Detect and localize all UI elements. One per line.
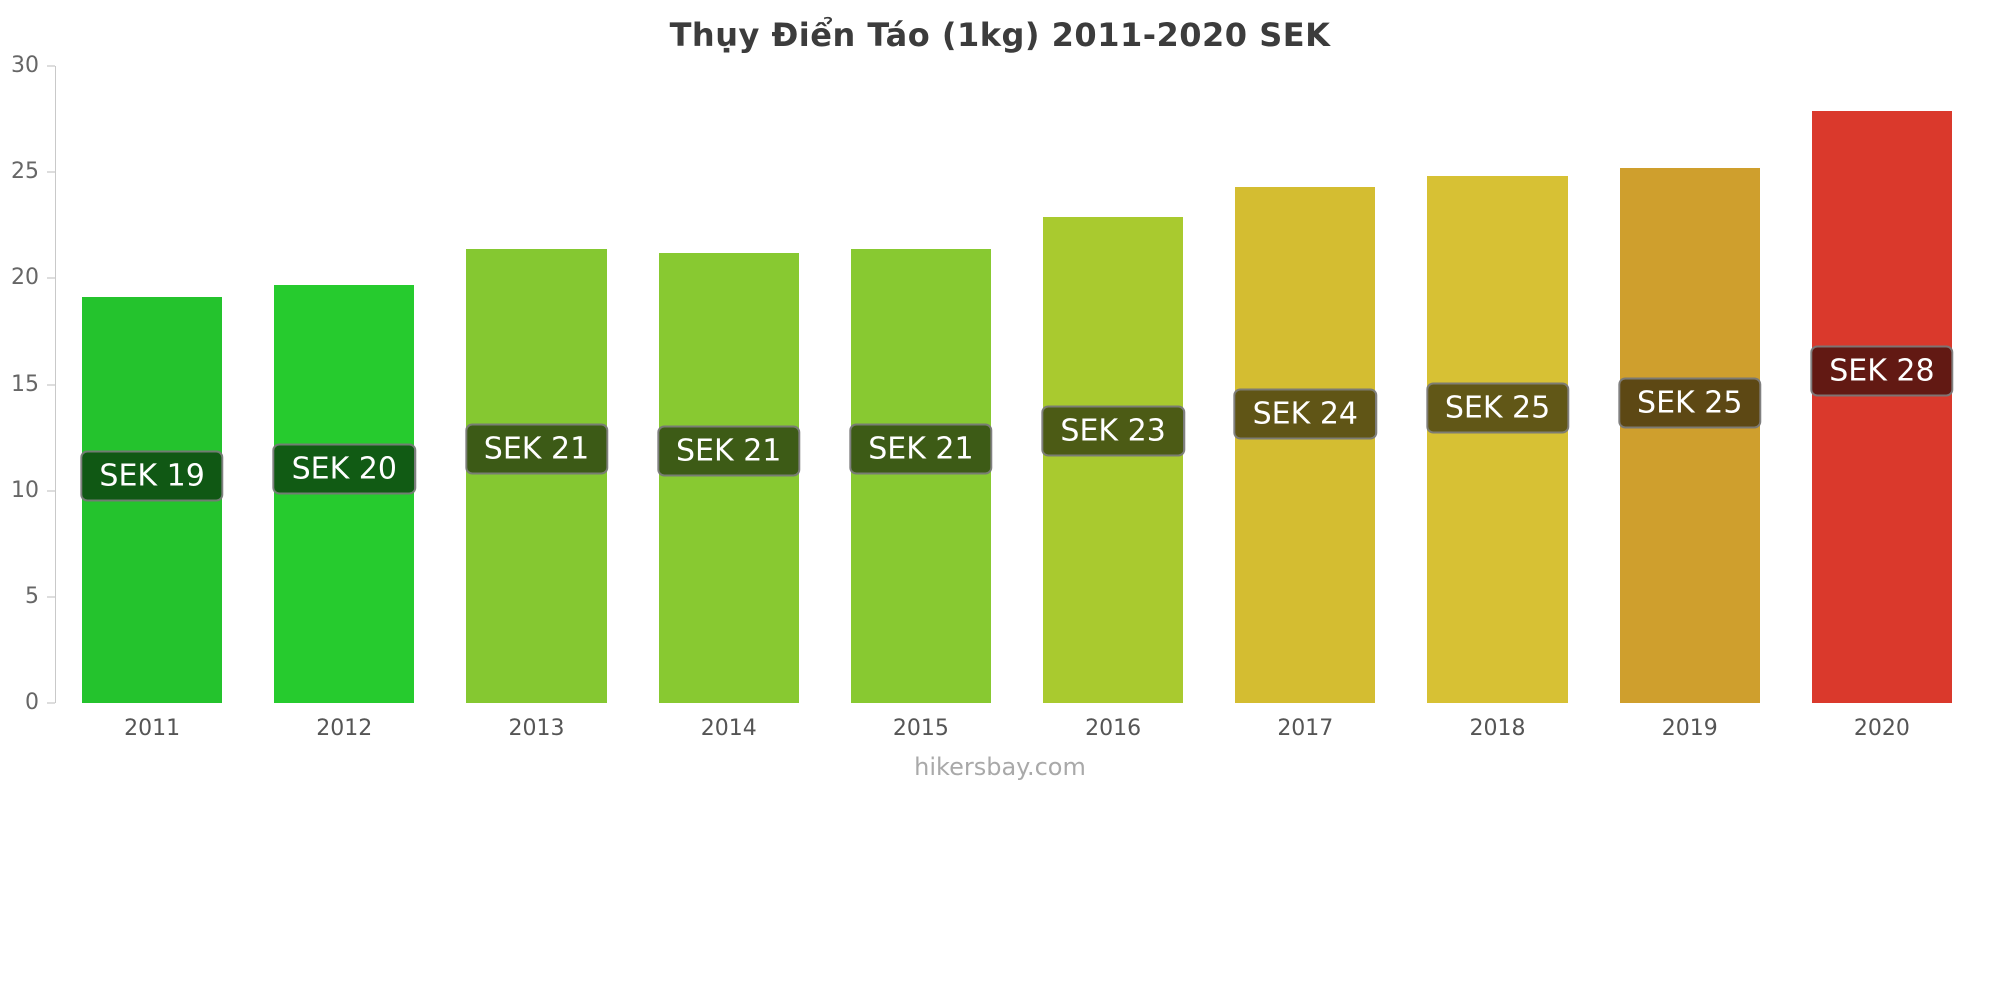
x-tick-label-2015: 2015 <box>892 716 949 741</box>
footer-link[interactable]: hikersbay.com <box>914 753 1086 781</box>
y-tick-mark-30 <box>47 65 55 67</box>
x-tick-label-2013: 2013 <box>508 716 565 741</box>
x-tick-label-2011: 2011 <box>124 716 181 741</box>
y-tick-mark-20 <box>47 277 55 279</box>
bar-2017[interactable]: SEK 24 <box>1233 187 1378 703</box>
bar-value-badge-2011: SEK 19 <box>80 450 224 502</box>
y-tick-mark-5 <box>47 596 55 598</box>
bar-slot-2015: SEK 21 2015 <box>825 66 1017 741</box>
y-tick-mark-0 <box>47 702 55 704</box>
x-tick-label-2018: 2018 <box>1469 716 1526 741</box>
bar-value-badge-2013: SEK 21 <box>464 423 609 475</box>
bar-slot-2017: SEK 24 2017 <box>1209 66 1401 741</box>
bar-2016[interactable]: SEK 23 <box>1041 216 1185 703</box>
y-tick-mark-15 <box>47 384 55 385</box>
bar-value-badge-2018: SEK 25 <box>1425 382 1570 434</box>
x-tick-label-2020: 2020 <box>1853 716 1910 741</box>
bar-2013[interactable]: SEK 21 <box>464 248 609 703</box>
bar-value-badge-2014: SEK 21 <box>657 425 801 477</box>
bar-2014[interactable]: SEK 21 <box>657 252 801 703</box>
bar-2015[interactable]: SEK 21 <box>849 248 993 703</box>
y-tick-label-10: 10 <box>11 477 39 503</box>
x-tick-label-2012: 2012 <box>316 716 373 741</box>
x-tick-label-2017: 2017 <box>1277 716 1334 741</box>
bar-value-badge-2016: SEK 23 <box>1041 405 1185 457</box>
bar-2011[interactable]: SEK 19 <box>80 297 224 703</box>
x-tick-label-2019: 2019 <box>1661 716 1718 741</box>
bar-slot-2012: SEK 20 2012 <box>248 66 440 741</box>
y-tick-label-20: 20 <box>11 265 39 291</box>
bar-value-badge-2015: SEK 21 <box>849 423 993 475</box>
bar-2012[interactable]: SEK 20 <box>272 284 416 703</box>
y-tick-label-15: 15 <box>11 371 39 397</box>
bar-slot-2016: SEK 23 2016 <box>1017 66 1209 741</box>
bar-slot-2020: SEK 28 2020 <box>1786 66 1978 741</box>
bar-slot-2013: SEK 21 2013 <box>440 66 632 741</box>
y-axis: 0 5 10 15 20 25 30 <box>0 55 55 714</box>
y-tick-mark-10 <box>47 490 55 492</box>
bar-value-badge-2019: SEK 25 <box>1618 377 1762 429</box>
bar-slot-2018: SEK 25 2018 <box>1401 66 1593 741</box>
plot-area: SEK 19 2011 SEK 20 2012 SEK 21 2013 SEK 21 2014… <box>55 66 1978 741</box>
bar-2019[interactable]: SEK 25 <box>1618 167 1762 703</box>
bar-value-badge-2020: SEK 28 <box>1810 345 1954 397</box>
bar-slot-2011: SEK 19 2011 <box>56 66 248 741</box>
bar-value-badge-2012: SEK 20 <box>272 443 416 495</box>
y-tick-label-5: 5 <box>25 583 39 609</box>
y-tick-label-0: 0 <box>25 690 39 715</box>
y-tick-label-30: 30 <box>11 53 39 78</box>
bar-value-badge-2017: SEK 24 <box>1233 388 1378 440</box>
chart-title: Thụy Điển Táo (1kg) 2011-2020 SEK <box>669 16 1331 54</box>
x-tick-label-2016: 2016 <box>1085 716 1142 741</box>
bar-2018[interactable]: SEK 25 <box>1425 176 1570 703</box>
chart-area: 0 5 10 15 20 25 30 SEK 19 2011 SEK 20 2012 SEK 21 2… <box>0 55 1978 741</box>
x-tick-label-2014: 2014 <box>700 716 757 741</box>
bar-2020[interactable]: SEK 28 <box>1810 110 1954 703</box>
bar-slot-2014: SEK 21 2014 <box>633 66 825 741</box>
y-tick-label-25: 25 <box>11 159 39 185</box>
y-tick-mark-25 <box>47 171 55 173</box>
bar-slot-2019: SEK 25 2019 <box>1594 66 1786 741</box>
